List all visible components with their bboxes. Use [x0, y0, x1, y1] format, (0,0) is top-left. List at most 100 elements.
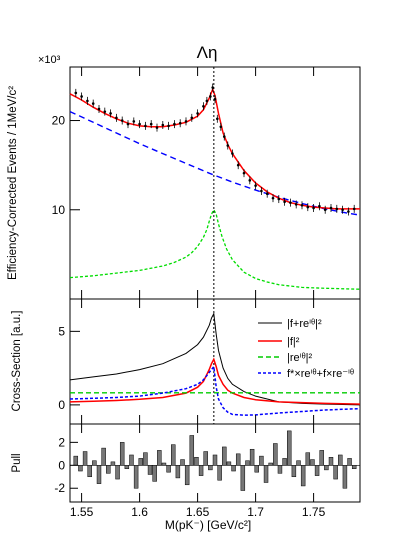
pull-bar [240, 465, 246, 491]
pull-bar [96, 465, 102, 484]
pull-bar [328, 457, 334, 466]
cross-section-curve-total [69, 312, 361, 406]
pull-bar [254, 465, 259, 473]
pull-bar [222, 446, 227, 466]
pull-bar [189, 435, 195, 466]
data-point [213, 97, 217, 101]
pull-bar [147, 465, 153, 475]
data-point [74, 91, 78, 95]
pull-bar [106, 465, 111, 474]
pull-y-axis-label: Pull [11, 453, 23, 472]
data-point [283, 200, 286, 204]
pull-bar [115, 465, 120, 480]
pull-bar [282, 458, 287, 466]
cross-section-y-tick-label: 5 [58, 324, 65, 338]
pull-bar [300, 465, 306, 487]
pull-bar [119, 442, 125, 466]
legend-label-f: |f|² [287, 336, 300, 348]
pull-bar [245, 460, 250, 466]
data-point [341, 208, 344, 212]
pull-bar [235, 453, 241, 466]
pull-bar [171, 444, 176, 466]
data-point [115, 116, 118, 120]
data-point [236, 163, 240, 167]
data-point [254, 184, 257, 187]
pull-bar [124, 465, 130, 469]
cross-section-y-axis-label: Cross-Section [a.u.] [11, 311, 23, 412]
data-point [347, 210, 350, 213]
pull-bar [110, 461, 116, 466]
pull-bar [319, 450, 324, 466]
yield-y-tick-label: 10 [52, 203, 66, 217]
data-point [231, 152, 234, 155]
yield-background-curve [69, 110, 361, 216]
data-point [260, 189, 263, 193]
pull-bar [314, 465, 320, 476]
data-point [103, 110, 107, 113]
data-point [161, 123, 165, 127]
pull-bar [101, 447, 106, 466]
data-point [277, 197, 281, 201]
pull-bar [347, 458, 352, 466]
pull-bar [208, 465, 213, 471]
pull-bar [287, 430, 292, 466]
pull-bar [310, 459, 315, 466]
data-point [86, 99, 89, 103]
pull-bar [296, 460, 301, 466]
data-point [138, 122, 141, 126]
pull-bar [291, 465, 297, 478]
legend-label-r: |reⁱᶿ|² [287, 352, 312, 364]
data-point [144, 124, 147, 128]
pull-bar [324, 465, 329, 471]
pull-bar [217, 465, 222, 481]
pull-bar [263, 465, 269, 483]
pull-bar [152, 465, 157, 482]
yield-y-axis-label: Efficiency-Corrected Events / 1MeV/c² [7, 86, 19, 280]
pull-bar [129, 454, 134, 466]
pull-bar [87, 465, 92, 478]
data-point [196, 112, 199, 115]
data-point [352, 207, 356, 211]
pull-bar [231, 465, 236, 472]
pull-y-tick-label: -2 [54, 481, 65, 495]
data-point [300, 204, 304, 207]
x-tick-label: 1.65 [186, 505, 210, 519]
pull-bar [82, 451, 88, 466]
legend-label-total: |f+reⁱᶿ|² [287, 318, 322, 330]
pull-bar [194, 457, 199, 466]
data-point [120, 119, 124, 122]
x-axis-label: M(pK⁻) [GeV/c²] [165, 518, 251, 532]
data-point [155, 126, 159, 129]
pull-bar [351, 465, 357, 469]
pull-bar [180, 459, 185, 466]
y-multiplier: ×10³ [38, 54, 61, 66]
pull-bar [333, 465, 338, 480]
x-tick-label: 1.75 [302, 505, 326, 519]
data-point [126, 122, 130, 126]
pull-bar [78, 465, 83, 472]
pull-bar [268, 462, 273, 466]
data-point [216, 117, 219, 121]
pull-bar [259, 455, 264, 466]
data-point [323, 208, 327, 212]
pull-bar [166, 465, 171, 473]
pull-bar [161, 462, 167, 466]
data-point [80, 95, 83, 98]
data-point [306, 205, 310, 209]
data-point [222, 135, 226, 138]
cross-section-curve-interference [69, 364, 361, 416]
yield-y-tick-label: 20 [52, 114, 66, 128]
data-point [209, 95, 212, 98]
pull-bar [277, 465, 283, 474]
data-point [248, 179, 252, 182]
pull-bar [249, 448, 255, 466]
data-point [149, 122, 153, 126]
pull-bar [175, 465, 181, 479]
pull-y-tick-label: 2 [58, 435, 65, 449]
pull-bar [342, 465, 348, 489]
data-point [242, 171, 246, 175]
data-point [294, 203, 298, 206]
pull-bar [198, 465, 204, 476]
cross-section-legend: |f+reⁱᶿ|² |f|² |reⁱᶿ|² f*×reⁱᶿ+f×re⁻ⁱᶿ [258, 318, 354, 380]
